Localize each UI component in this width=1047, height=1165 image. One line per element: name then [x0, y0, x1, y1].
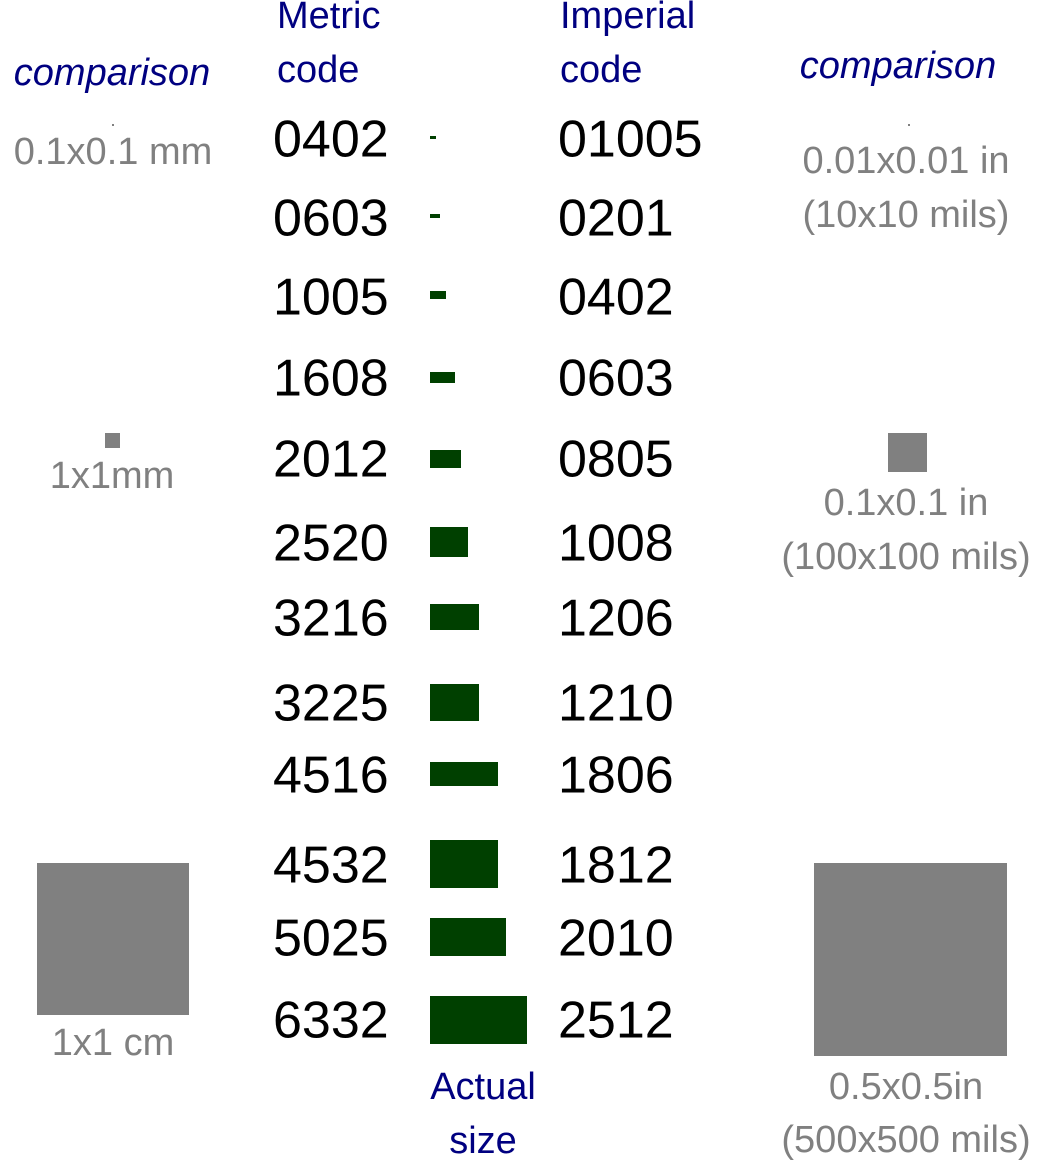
imperial-code: 0603 — [558, 350, 674, 408]
packages — [430, 136, 527, 1044]
right-label: 0.01x0.01 in — [802, 140, 1009, 182]
square-1mm — [105, 433, 120, 448]
actual-size-label: size — [449, 1120, 517, 1162]
imperial-code: 1210 — [558, 675, 674, 733]
package — [430, 450, 461, 468]
imperial-code: 1206 — [558, 590, 674, 648]
left-title: comparison — [14, 52, 210, 94]
package — [430, 136, 436, 139]
imperial-code: 1008 — [558, 515, 674, 573]
rows: 0402 01005 0603 0201 1005 0402 1608 0603 2012 080… — [273, 111, 703, 1050]
right-label: (10x10 mils) — [803, 194, 1010, 236]
left-label: 0.1x0.1 mm — [14, 131, 213, 173]
right-label: 0.1x0.1 in — [824, 482, 989, 524]
imperial-code: 0402 — [558, 269, 674, 327]
package — [430, 684, 479, 721]
right-title: comparison — [800, 45, 996, 87]
metric-code: 5025 — [273, 910, 389, 968]
metric-code: 3216 — [273, 590, 389, 648]
package — [430, 918, 506, 956]
imperial-header: Imperial — [560, 0, 695, 37]
metric-code: 0603 — [273, 190, 389, 248]
metric-code: 4532 — [273, 837, 389, 895]
imperial-code: 2512 — [558, 992, 674, 1050]
package — [430, 372, 455, 383]
metric-code: 0402 — [273, 111, 389, 169]
right-label: (100x100 mils) — [781, 536, 1030, 578]
actual-size-label: Actual — [430, 1066, 536, 1108]
package — [430, 527, 468, 557]
imperial-code: 1806 — [558, 747, 674, 805]
imperial-code: 0805 — [558, 431, 674, 489]
package — [430, 840, 498, 888]
metric-header: Metric — [277, 0, 380, 37]
imperial-code: 01005 — [558, 111, 703, 169]
imperial-code: 2010 — [558, 910, 674, 968]
package — [430, 604, 479, 630]
imperial-code: 1812 — [558, 837, 674, 895]
package — [430, 996, 527, 1044]
square-100mils — [888, 433, 927, 472]
square-10mils — [908, 124, 910, 126]
square-500mils — [814, 863, 1007, 1056]
imperial-code: 0201 — [558, 190, 674, 248]
package — [430, 762, 498, 786]
package — [430, 291, 446, 299]
square-1cm — [37, 863, 189, 1015]
right-label: 0.5x0.5in — [829, 1066, 983, 1108]
left-label: 1x1 cm — [52, 1022, 174, 1064]
square-0-1mm — [112, 124, 114, 126]
package — [430, 214, 440, 218]
metric-code: 1005 — [273, 269, 389, 327]
metric-code: 1608 — [273, 350, 389, 408]
metric-code: 3225 — [273, 675, 389, 733]
metric-code: 4516 — [273, 747, 389, 805]
left-label: 1x1mm — [50, 455, 175, 497]
right-label: (500x500 mils) — [781, 1119, 1030, 1161]
imperial-header: code — [560, 49, 642, 91]
metric-header: code — [277, 49, 359, 91]
metric-code: 2012 — [273, 431, 389, 489]
metric-code: 2520 — [273, 515, 389, 573]
metric-code: 6332 — [273, 992, 389, 1050]
